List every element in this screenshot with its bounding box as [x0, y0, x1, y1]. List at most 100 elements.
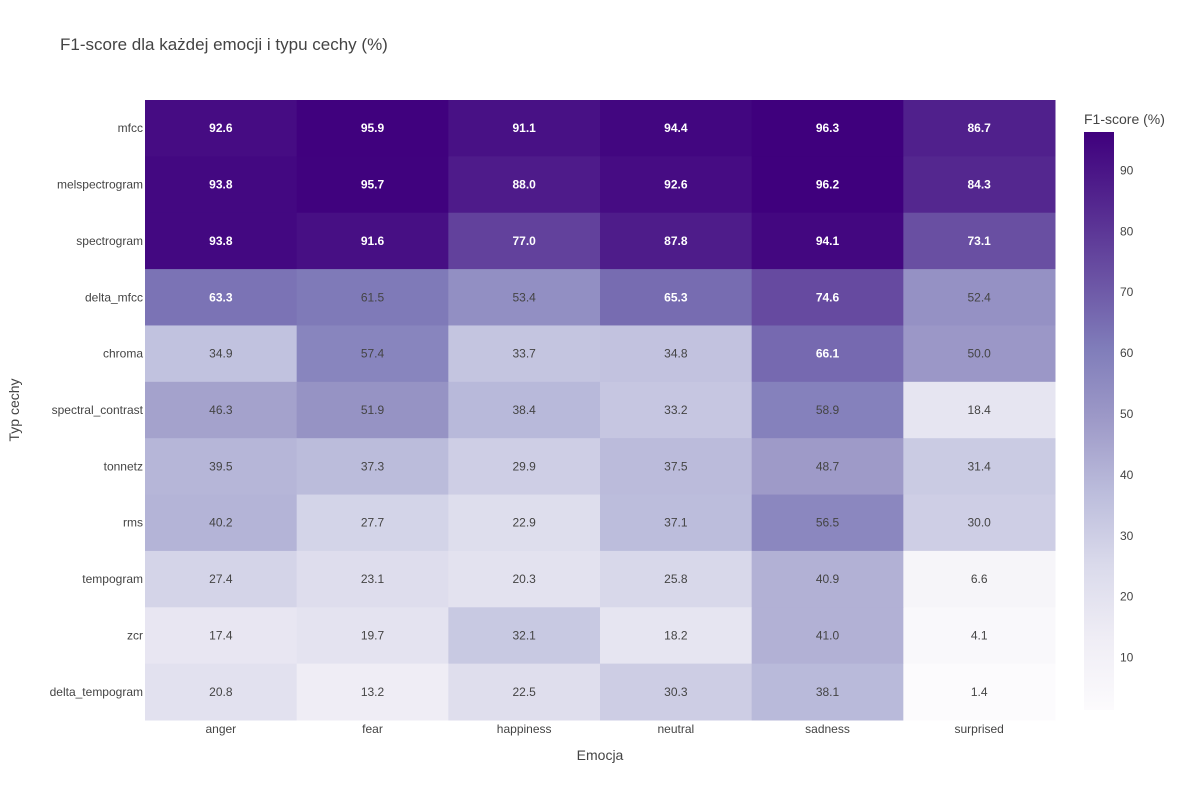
cell-value-label: 88.0	[512, 178, 536, 192]
heatmap-cells	[145, 100, 1056, 721]
cell-value-label: 61.5	[361, 290, 385, 304]
cell-value-label: 91.1	[512, 121, 536, 135]
heatmap-cell	[145, 269, 298, 326]
cell-value-label: 63.3	[209, 290, 233, 304]
heatmap-cell	[145, 212, 298, 270]
cell-value-label: 84.3	[967, 178, 991, 192]
cell-value-label: 32.1	[512, 628, 536, 642]
cell-value-label: 20.3	[512, 572, 536, 586]
x-tick-label: happiness	[497, 722, 552, 736]
heatmap-cell	[600, 438, 753, 496]
cell-value-label: 27.4	[209, 572, 233, 586]
heatmap-cell	[600, 269, 753, 326]
cell-value-label: 51.9	[361, 403, 385, 417]
cell-value-label: 77.0	[512, 234, 536, 248]
y-tick-label: spectrogram	[76, 234, 143, 248]
colorbar-tick-label: 40	[1120, 468, 1134, 482]
cell-value-label: 18.2	[664, 628, 688, 642]
x-tick-label: neutral	[657, 722, 694, 736]
cell-value-label: 52.4	[967, 290, 991, 304]
cell-value-label: 4.1	[971, 628, 988, 642]
colorbar-tick-label: 80	[1120, 224, 1134, 238]
cell-value-label: 23.1	[361, 572, 385, 586]
heatmap-cell	[145, 663, 298, 721]
heatmap-cell	[751, 156, 904, 214]
colorbar	[1084, 132, 1114, 710]
cell-value-label: 58.9	[816, 403, 840, 417]
heatmap-cell	[448, 550, 601, 608]
cell-value-label: 95.9	[361, 121, 385, 135]
cell-value-label: 29.9	[512, 459, 536, 473]
heatmap-cell	[903, 494, 1056, 552]
cell-value-label: 22.9	[512, 516, 536, 530]
cell-value-label: 6.6	[971, 572, 988, 586]
heatmap-cell	[145, 494, 298, 552]
cell-value-label: 86.7	[967, 121, 991, 135]
heatmap-cell	[903, 212, 1056, 270]
x-tick-label: surprised	[954, 722, 1003, 736]
cell-value-label: 37.3	[361, 459, 385, 473]
heatmap-cell	[448, 663, 601, 721]
heatmap-cell	[296, 212, 449, 270]
heatmap-cell	[751, 325, 904, 383]
heatmap-cell	[600, 663, 753, 721]
heatmap-cell	[600, 212, 753, 270]
cell-value-label: 38.1	[816, 685, 840, 699]
heatmap-cell	[903, 269, 1056, 326]
cell-value-label: 48.7	[816, 459, 840, 473]
y-tick-label: chroma	[103, 347, 143, 361]
y-axis-ticks: mfcc melspectrogram spectrogram delta_mfccc…	[50, 121, 144, 699]
heatmap-cell	[296, 156, 449, 214]
colorbar-title: F1-score (%)	[1084, 111, 1165, 127]
heatmap-cell	[751, 607, 904, 665]
y-tick-label: mfcc	[118, 121, 143, 135]
cell-value-label: 30.0	[967, 516, 991, 530]
cell-value-label: 18.4	[967, 403, 991, 417]
heatmap-cell	[751, 438, 904, 496]
cell-value-label: 91.6	[361, 234, 385, 248]
heatmap-cell	[448, 156, 601, 214]
heatmap-cell	[296, 269, 449, 326]
heatmap-cell	[903, 663, 1056, 721]
heatmap-cell	[600, 607, 753, 665]
cell-value-label: 92.6	[664, 178, 688, 192]
y-axis-title: Typ cechy	[6, 378, 22, 441]
cell-value-label: 27.7	[361, 516, 385, 530]
heatmap-cell	[145, 381, 298, 439]
cell-value-label: 74.6	[816, 290, 840, 304]
cell-value-label: 96.2	[816, 178, 840, 192]
cell-value-label: 94.1	[816, 234, 840, 248]
y-tick-label: melspectrogram	[57, 178, 143, 192]
cell-value-label: 39.5	[209, 459, 233, 473]
heatmap-cell	[145, 156, 298, 214]
heatmap-cell	[903, 438, 1056, 496]
x-tick-label: fear	[362, 722, 383, 736]
colorbar-ticks: 10 20 30 40 50 60 70 80 90	[1120, 163, 1134, 664]
cell-value-label: 40.2	[209, 516, 233, 530]
cell-value-label: 33.2	[664, 403, 688, 417]
heatmap-cell	[751, 212, 904, 270]
heatmap-cell	[296, 325, 449, 383]
heatmap-cell	[296, 607, 449, 665]
cell-value-label: 33.7	[512, 347, 536, 361]
cell-value-label: 40.9	[816, 572, 840, 586]
heatmap-cell	[903, 381, 1056, 439]
heatmap-cell	[296, 550, 449, 608]
colorbar-tick-label: 50	[1120, 407, 1134, 421]
heatmap-cell	[903, 100, 1056, 157]
heatmap-cell	[145, 100, 298, 157]
heatmap-cell	[296, 663, 449, 721]
heatmap-cell	[600, 100, 753, 157]
colorbar-tick-label: 70	[1120, 285, 1134, 299]
heatmap-cell	[751, 494, 904, 552]
x-axis-ticks: anger fear happiness neutral sadness surprise…	[205, 722, 1003, 736]
cell-value-label: 66.1	[816, 347, 840, 361]
cell-value-label: 57.4	[361, 347, 385, 361]
heatmap-cell	[751, 663, 904, 721]
heatmap-cell	[448, 381, 601, 439]
cell-value-label: 19.7	[361, 628, 385, 642]
heatmap-cell	[448, 607, 601, 665]
cell-value-label: 1.4	[971, 685, 988, 699]
heatmap-cell	[145, 438, 298, 496]
